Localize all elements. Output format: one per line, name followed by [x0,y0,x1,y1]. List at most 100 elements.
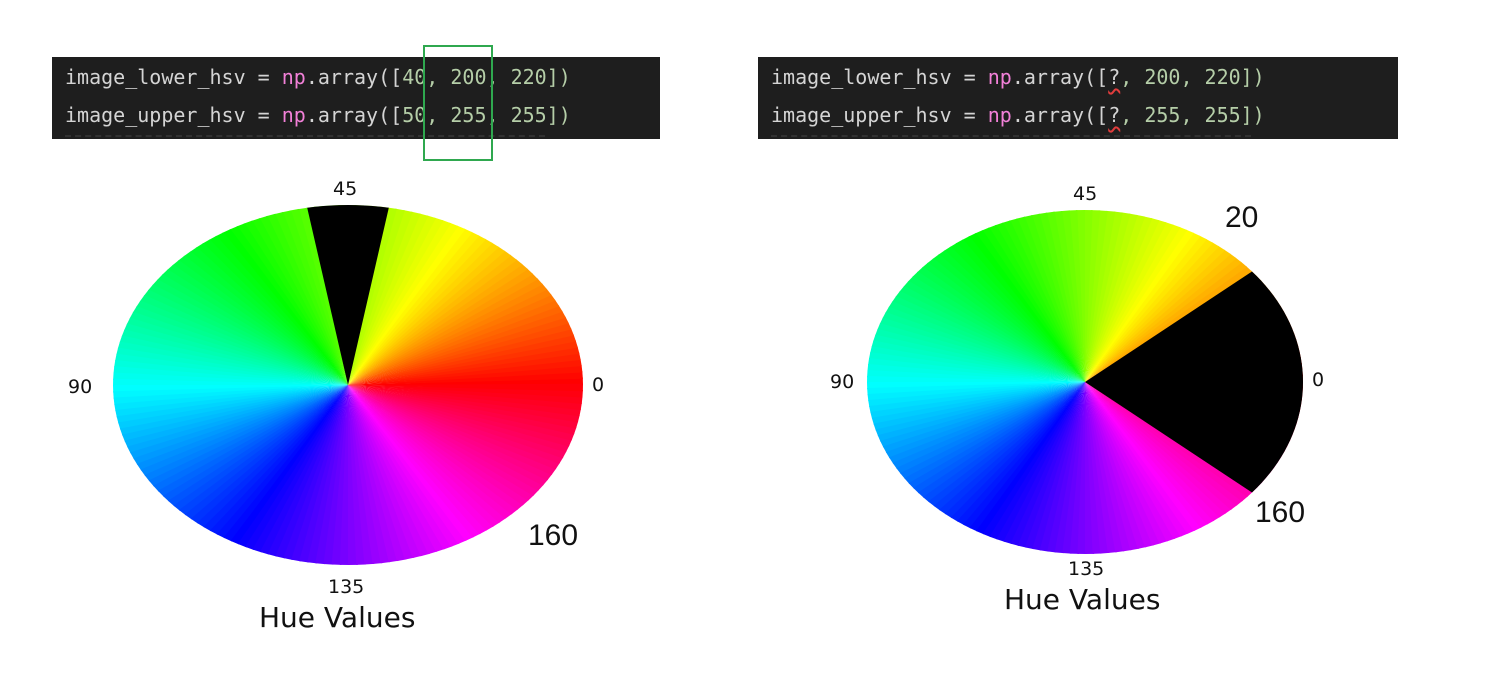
right-code-snippet: image_lower_hsv = np.array([?, 200, 220]… [758,57,1398,139]
left-hue-wheel-hue-segment [126,317,348,385]
right-hue-wheel-hue-segment [1085,382,1238,510]
left-hue-wheel-hue-segment [348,385,572,447]
right-hue-wheel-hue-segment [1085,216,1153,382]
right-hue-wheel-hue-segment [913,382,1085,494]
right-label-upper-right: 20 [1225,201,1259,234]
left-hue-wheel-hue-segment [348,385,579,429]
left-hue-wheel-hue-segment [259,385,348,555]
right-hue-wheel-hue-segment [868,352,1085,382]
left-hue-wheel-hue-segment [178,385,348,516]
right-hue-wheel-hue-segment [963,382,1085,529]
left-hue-wheel-hue-segment [348,385,582,411]
left-hue-wheel-hue-segment [156,274,348,385]
right-hue-wheel-hue-segment [1085,232,1201,382]
left-hue-wheel-hue-segment [348,385,544,491]
right-hue-wheel-hue-segment [1085,382,1232,514]
left-hue-wheel-hue-segment [184,385,348,520]
right-hue-wheel-hue-segment [1017,382,1085,548]
left-hue-wheel-hue-segment [348,263,529,385]
left-hue-wheel-hue-segment [167,385,348,507]
right-hue-wheel-hue-segment [1085,211,1123,382]
right-hue-wheel-hue-segment [903,280,1085,382]
left-code-cutoff-line [65,135,545,139]
left-hue-wheel-hue-segment [348,207,397,385]
right-hue-wheel-mask-wedge [1085,271,1303,493]
left-hue-wheel-hue-segment [348,304,563,385]
left-hue-wheel-hue-segment [166,264,348,385]
left-hue-wheel-hue-segment [237,385,348,548]
left-hue-wheel-hue-segment [162,385,348,502]
left-hue-wheel-hue-segment [243,220,348,385]
left-hue-wheel-hue-segment [348,225,466,385]
right-hue-wheel-hue-segment [938,250,1085,382]
left-hue-wheel-hue-segment [117,341,348,385]
left-hue-wheel-hue-segment [348,208,405,385]
left-hue-wheel-hue-segment [114,359,349,385]
right-hue-wheel [867,210,1303,554]
right-label-left: 90 [830,371,855,393]
right-hue-wheel-hue-segment [1085,238,1214,382]
left-hue-wheel-hue-segment [348,385,524,511]
right-hue-wheel-hue-segment [1085,382,1189,537]
left-hue-wheel-hue-segment [348,385,564,464]
left-hue-wheel-hue-segment [161,269,348,385]
right-hue-wheel-hue-segment [895,290,1085,382]
left-code-line-lower: image_lower_hsv = np.array([40, 200, 220… [65,65,571,89]
left-hue-wheel-hue-segment [172,259,348,385]
left-hue-wheel-hue-segment [283,385,348,560]
left-hue-wheel-hue-segment [348,215,437,385]
left-hue-wheel-hue-segment [140,385,348,477]
right-caption: Hue Values [1004,583,1161,616]
hue-value-highlight-box [423,45,493,161]
left-hue-wheel-hue-segment [115,353,348,385]
left-hue-wheel-hue-segment [348,385,488,535]
right-hue-wheel-hue-segment [1085,382,1249,502]
right-hue-wheel-hue-segment [976,382,1085,535]
right-hue-wheel-hue-segment [981,227,1085,382]
left-hue-wheel-hue-segment [348,222,459,385]
right-hue-wheel-hue-segment [918,382,1085,498]
right-hue-wheel-hue-segment [1047,382,1085,553]
left-hue-wheel-hue-segment [315,385,348,565]
left-hue-wheel-hue-segment [348,385,474,541]
right-hue-wheel-hue-segment [908,382,1085,489]
right-hue-wheel-hue-segment [873,334,1085,382]
right-hue-wheel-hue-segment [922,382,1085,503]
right-hue-wheel-hue-segment [1085,382,1221,522]
right-hue-wheel-hue-segment [927,258,1085,382]
left-hue-wheel-hue-segment [348,385,570,453]
left-hue-wheel-hue-segment [348,211,421,385]
left-hue-wheel-hue-segment [348,242,500,385]
right-hue-wheel-hue-segment [882,312,1085,382]
right-hue-wheel-hue-segment [875,328,1085,382]
left-hue-wheel-hue-segment [222,229,348,385]
left-hue-wheel-hue-segment [348,217,444,385]
left-hue-wheel-hue-segment [348,385,530,506]
left-hue-wheel-hue-segment [339,385,350,565]
right-hue-wheel-hue-segment [1085,382,1227,518]
right-hue-wheel-hue-segment [932,254,1085,382]
right-hue-wheel-hue-segment [921,262,1085,382]
left-hue-wheel-hue-segment [189,247,348,385]
right-hue-wheel-hue-segment [1054,382,1085,554]
left-hue-wheel-hue-segment [348,385,467,544]
right-hue-wheel-hue-segment [879,317,1085,382]
right-hue-wheel-hue-segment [989,382,1085,540]
left-hue-wheel-hue-segment [113,372,349,385]
left-hue-wheel-hue-segment [209,385,348,535]
left-hue-wheel-hue-segment [152,279,348,385]
right-hue-wheel-hue-segment [912,271,1085,382]
left-hue-wheel-hue-segment [223,385,348,542]
right-hue-wheel-hue-segment [1085,214,1146,382]
left-hue-wheel [113,205,583,565]
left-hue-wheel-hue-segment [299,385,348,563]
left-hue-wheel-hue-segment [183,251,348,385]
right-hue-wheel-hue-segment [867,375,1085,384]
right-hue-wheel-hue-segment [1010,382,1085,546]
right-hue-wheel-hue-segment [928,382,1085,507]
right-hue-wheel-hue-segment [1085,229,1194,382]
right-hue-wheel-hue-segment [917,266,1085,382]
right-hue-wheel-hue-segment [899,285,1085,382]
right-hue-wheel-hue-segment [1085,218,1160,382]
left-code-snippet: image_lower_hsv = np.array([40, 200, 220… [52,57,660,139]
